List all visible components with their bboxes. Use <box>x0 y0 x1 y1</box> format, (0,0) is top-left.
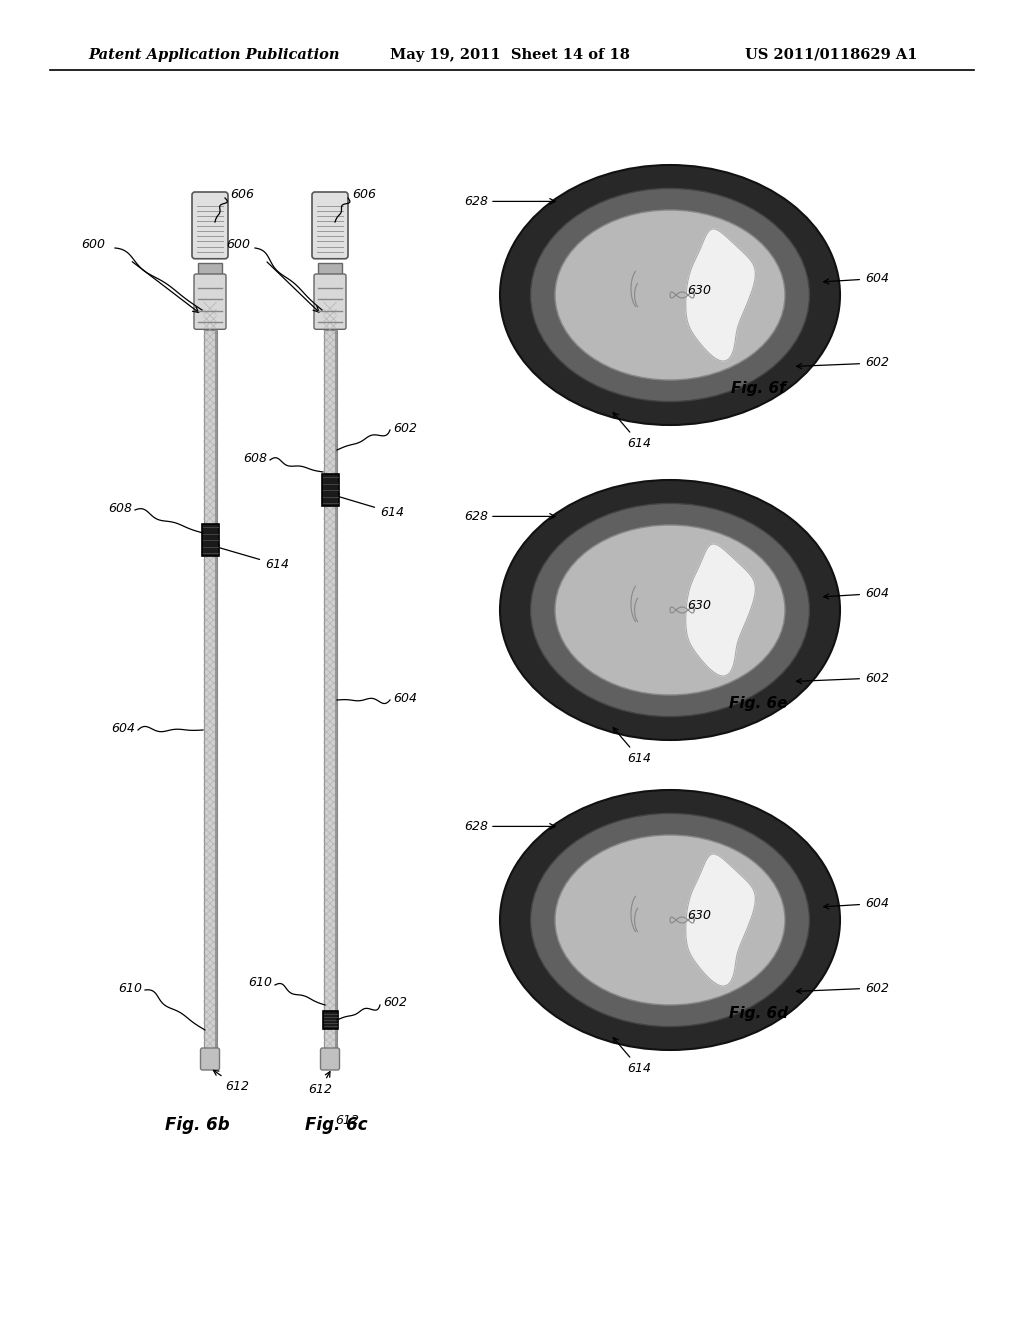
Text: 604: 604 <box>393 692 417 705</box>
Text: 612: 612 <box>213 1071 249 1093</box>
Bar <box>324 330 337 1049</box>
FancyBboxPatch shape <box>312 191 348 259</box>
Text: May 19, 2011  Sheet 14 of 18: May 19, 2011 Sheet 14 of 18 <box>390 48 630 62</box>
Text: 600: 600 <box>226 239 250 252</box>
FancyBboxPatch shape <box>201 1048 219 1071</box>
Text: US 2011/0118629 A1: US 2011/0118629 A1 <box>745 48 918 62</box>
FancyBboxPatch shape <box>194 275 226 329</box>
Text: 628: 628 <box>464 195 488 209</box>
Polygon shape <box>686 854 756 986</box>
Ellipse shape <box>530 189 809 401</box>
Text: 612: 612 <box>308 1072 332 1096</box>
Ellipse shape <box>500 789 840 1049</box>
Text: 614: 614 <box>613 727 651 766</box>
Ellipse shape <box>555 525 785 696</box>
Bar <box>335 330 337 1049</box>
Text: Fig. 6d: Fig. 6d <box>729 1006 787 1022</box>
Text: 630: 630 <box>687 284 711 297</box>
Text: 602: 602 <box>383 997 407 1010</box>
Text: 608: 608 <box>243 451 267 465</box>
Text: 630: 630 <box>687 599 711 612</box>
Text: Fig. 6f: Fig. 6f <box>731 381 785 396</box>
Text: 614: 614 <box>613 1038 651 1074</box>
Text: Fig. 6e: Fig. 6e <box>729 696 787 711</box>
Ellipse shape <box>555 210 785 380</box>
FancyBboxPatch shape <box>314 275 346 329</box>
FancyBboxPatch shape <box>322 474 339 506</box>
Text: 602: 602 <box>393 421 417 434</box>
Text: 612: 612 <box>335 1114 359 1126</box>
Text: 606: 606 <box>230 189 254 202</box>
Text: 606: 606 <box>352 189 376 202</box>
Text: 630: 630 <box>687 909 711 923</box>
Text: 602: 602 <box>797 356 889 370</box>
Ellipse shape <box>500 165 840 425</box>
Text: 628: 628 <box>464 820 488 833</box>
Text: 602: 602 <box>797 672 889 685</box>
Ellipse shape <box>530 503 809 717</box>
FancyBboxPatch shape <box>198 263 222 279</box>
Text: 600: 600 <box>81 239 105 252</box>
Ellipse shape <box>555 836 785 1005</box>
FancyBboxPatch shape <box>202 524 218 556</box>
Bar <box>204 330 216 1049</box>
FancyBboxPatch shape <box>323 1011 338 1030</box>
Text: Patent Application Publication: Patent Application Publication <box>88 48 340 62</box>
Bar <box>215 330 216 1049</box>
Text: Fig. 6c: Fig. 6c <box>305 1115 368 1134</box>
Text: 610: 610 <box>248 977 272 990</box>
Text: 604: 604 <box>823 898 889 909</box>
Polygon shape <box>686 228 756 362</box>
FancyBboxPatch shape <box>318 263 342 279</box>
Text: 604: 604 <box>823 587 889 601</box>
FancyBboxPatch shape <box>193 191 228 259</box>
Ellipse shape <box>530 813 809 1027</box>
Text: 610: 610 <box>118 982 142 994</box>
Text: 604: 604 <box>111 722 135 734</box>
Text: 602: 602 <box>797 982 889 994</box>
Text: 614: 614 <box>613 413 651 450</box>
Bar <box>324 330 326 1049</box>
Text: 614: 614 <box>214 545 289 572</box>
Text: Fig. 6b: Fig. 6b <box>165 1115 229 1134</box>
Polygon shape <box>686 544 756 676</box>
Text: 608: 608 <box>108 502 132 515</box>
Bar <box>204 330 205 1049</box>
Ellipse shape <box>500 480 840 741</box>
FancyBboxPatch shape <box>321 1048 340 1071</box>
Text: 604: 604 <box>823 272 889 285</box>
Text: 614: 614 <box>334 494 404 519</box>
Text: 628: 628 <box>464 510 488 523</box>
